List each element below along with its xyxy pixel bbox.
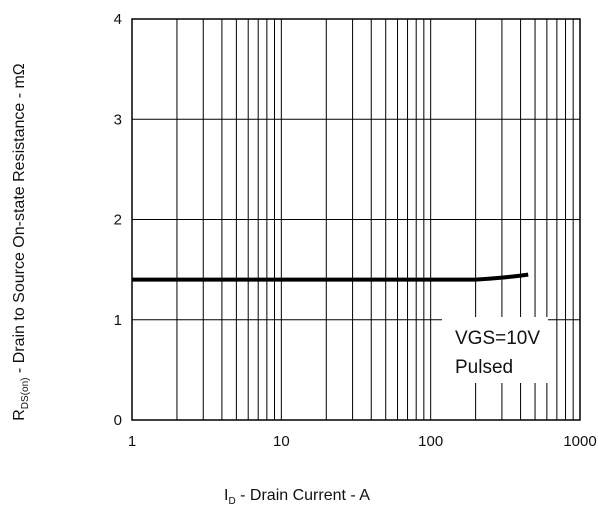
y-axis-label-subscript: DS(on): [20, 378, 31, 410]
x-axis-label-subscript: D: [228, 496, 235, 507]
series-line-0: [132, 272, 529, 282]
x-axis-label-rest: - Drain Current - A: [236, 487, 371, 504]
annotation-box: [442, 317, 548, 383]
y-tick-label: 4: [114, 11, 122, 28]
y-tick-label: 2: [114, 212, 122, 229]
x-axis-label: ID - Drain Current - A: [224, 487, 370, 507]
annotation-line-pulsed: Pulsed: [455, 357, 513, 378]
y-axis-label: RDS(on) - Drain to Source On-state Resis…: [11, 63, 31, 421]
plot-frame: [131, 18, 581, 421]
x-tick-label: 1: [128, 433, 136, 450]
annotation-line-vgs: VGS=10V: [455, 328, 540, 349]
y-axis-label-rest: - Drain to Source On-state Resistance - …: [11, 63, 28, 377]
y-axis-label-main: R: [11, 409, 28, 421]
plot-border: [131, 18, 581, 421]
y-tick-label: 1: [114, 312, 122, 329]
x-tick-labels: 1 10 100 1000: [128, 433, 597, 450]
x-tick-label: 10: [273, 433, 290, 450]
x-tick-label: 100: [418, 433, 443, 450]
y-tick-label: 0: [114, 412, 122, 429]
y-tick-labels: 0 1 2 3 4: [114, 11, 122, 429]
series-lines: [132, 272, 529, 282]
x-tick-label: 1000: [563, 433, 596, 450]
y-tick-label: 3: [114, 111, 122, 128]
x-axis-label-main: I: [224, 487, 228, 504]
